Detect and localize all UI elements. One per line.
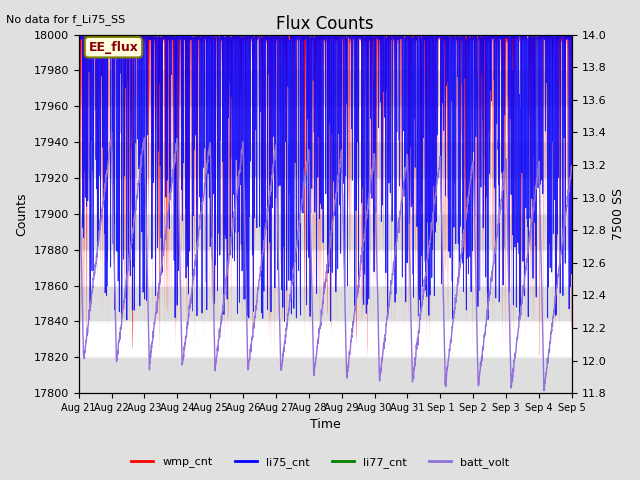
- Y-axis label: Counts: Counts: [15, 192, 28, 236]
- Bar: [79, 214, 572, 250]
- Bar: [79, 357, 572, 393]
- X-axis label: Time: Time: [310, 419, 340, 432]
- Text: EE_flux: EE_flux: [88, 41, 138, 54]
- Bar: [79, 142, 572, 178]
- Title: Flux Counts: Flux Counts: [276, 15, 374, 33]
- Text: No data for f_Li75_SS: No data for f_Li75_SS: [6, 14, 125, 25]
- Y-axis label: 7500 SS: 7500 SS: [612, 188, 625, 240]
- Legend: wmp_cnt, li75_cnt, li77_cnt, batt_volt: wmp_cnt, li75_cnt, li77_cnt, batt_volt: [127, 452, 513, 472]
- Bar: [79, 71, 572, 106]
- Bar: [79, 286, 572, 322]
